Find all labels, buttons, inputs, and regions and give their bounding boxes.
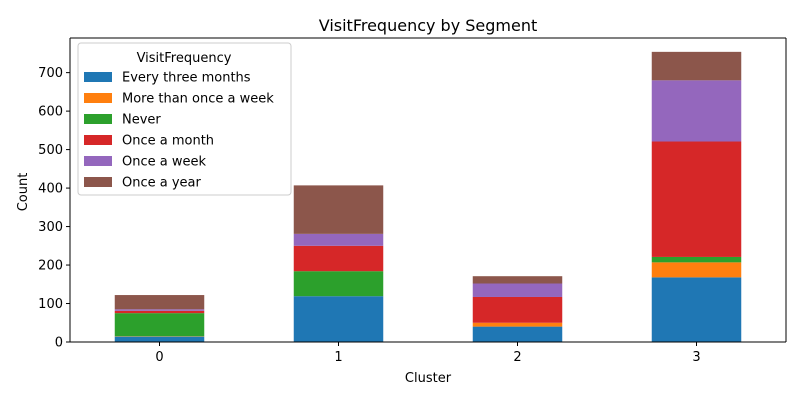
bar-segment	[652, 262, 742, 277]
bar-segment	[294, 271, 384, 296]
bar-segment	[473, 297, 563, 323]
x-tick-label: 1	[334, 350, 342, 365]
bar-segment	[473, 284, 563, 297]
bar-segment	[652, 142, 742, 257]
bar-segment	[115, 309, 205, 311]
legend-label: Once a year	[122, 176, 202, 191]
y-tick-label: 0	[55, 336, 63, 351]
bar-segment	[115, 337, 205, 342]
bar-segment	[652, 257, 742, 262]
y-tick-label: 100	[38, 297, 63, 312]
bar-segment	[115, 311, 205, 313]
x-tick-label: 0	[155, 350, 163, 365]
bar-segment	[294, 296, 384, 342]
y-tick-label: 700	[38, 66, 63, 81]
x-tick-label: 2	[513, 350, 521, 365]
legend: VisitFrequency Every three months More th…	[78, 43, 291, 195]
x-tick-label: 3	[692, 350, 700, 365]
x-axis-label: Cluster	[405, 371, 452, 386]
legend-swatch	[84, 93, 112, 103]
legend-label: Once a week	[122, 155, 206, 170]
bar-segment	[652, 52, 742, 80]
legend-swatch	[84, 114, 112, 124]
y-tick-label: 600	[38, 105, 63, 120]
y-tick-label: 200	[38, 259, 63, 274]
legend-swatch	[84, 135, 112, 145]
legend-label: Never	[122, 113, 161, 128]
bar-segment	[294, 185, 384, 233]
y-axis-label: Count	[16, 173, 31, 212]
legend-swatch	[84, 156, 112, 166]
bar-segment	[473, 327, 563, 342]
y-tick-label: 300	[38, 220, 63, 235]
legend-label: Once a month	[122, 134, 214, 149]
legend-swatch	[84, 72, 112, 82]
y-tick-label: 400	[38, 182, 63, 197]
legend-title: VisitFrequency	[137, 51, 232, 66]
bar-segment	[115, 295, 205, 309]
chart-title: VisitFrequency by Segment	[319, 16, 538, 35]
legend-label: More than once a week	[122, 92, 274, 107]
bar-segment	[294, 246, 384, 271]
y-tick-label: 500	[38, 143, 63, 158]
bar-segment	[652, 277, 742, 342]
bar-segment	[294, 234, 384, 246]
bar-segment	[473, 276, 563, 283]
legend-swatch	[84, 177, 112, 187]
bar-segment	[652, 80, 742, 141]
bar-segment	[115, 313, 205, 336]
legend-label: Every three months	[122, 71, 251, 86]
bar-segment	[473, 323, 563, 327]
